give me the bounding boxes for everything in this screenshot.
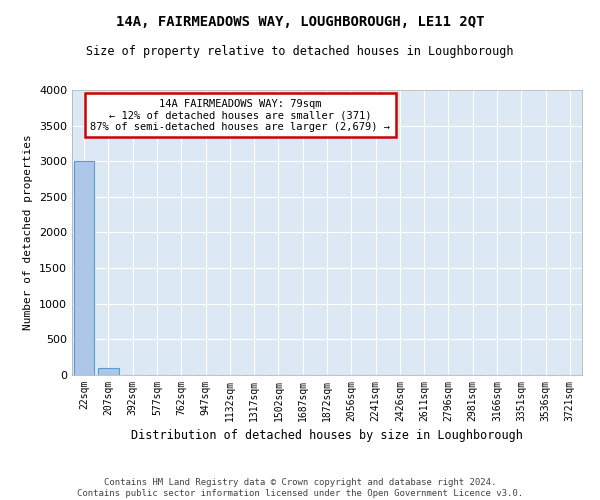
Text: 14A FAIRMEADOWS WAY: 79sqm
← 12% of detached houses are smaller (371)
87% of sem: 14A FAIRMEADOWS WAY: 79sqm ← 12% of deta… (91, 98, 391, 132)
Y-axis label: Number of detached properties: Number of detached properties (23, 134, 34, 330)
Bar (74, 162, 94, 375)
X-axis label: Distribution of detached houses by size in Loughborough: Distribution of detached houses by size … (131, 430, 523, 442)
Text: 14A, FAIRMEADOWS WAY, LOUGHBOROUGH, LE11 2QT: 14A, FAIRMEADOWS WAY, LOUGHBOROUGH, LE11… (116, 15, 484, 29)
Text: Contains HM Land Registry data © Crown copyright and database right 2024.
Contai: Contains HM Land Registry data © Crown c… (77, 478, 523, 498)
Bar (98, 368, 119, 375)
Text: Size of property relative to detached houses in Loughborough: Size of property relative to detached ho… (86, 45, 514, 58)
